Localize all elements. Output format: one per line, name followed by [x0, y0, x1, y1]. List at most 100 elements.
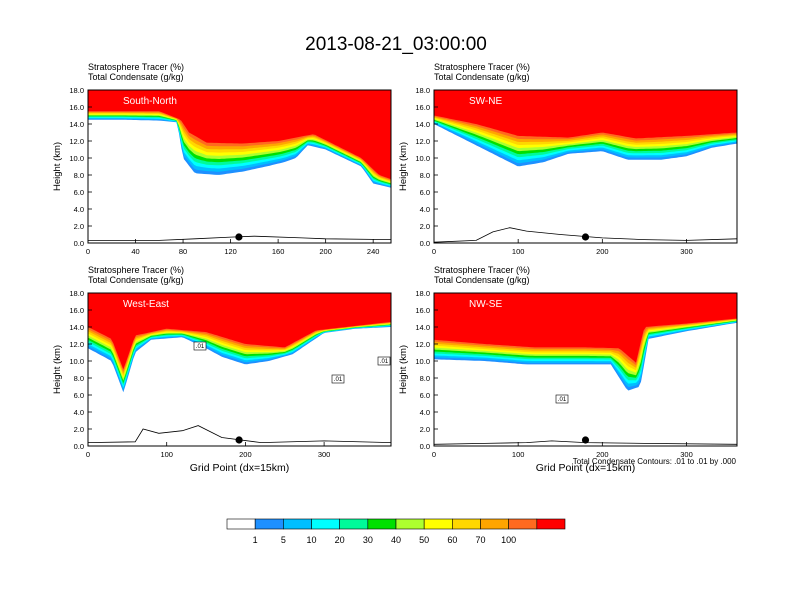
y-tick-label: 8.0: [74, 171, 84, 180]
colorbar-tick-label: 20: [335, 535, 345, 545]
colorbar-box: [283, 518, 312, 530]
x-tick-label: 80: [179, 247, 187, 256]
y-tick-label: 10.0: [415, 357, 430, 366]
y-tick-label: 18.0: [69, 86, 84, 95]
panel-label: SW-NE: [469, 96, 502, 107]
x-tick-label: 0: [432, 450, 436, 459]
location-marker: [581, 436, 590, 444]
x-tick-label: 300: [680, 450, 693, 459]
y-tick-label: 16.0: [415, 306, 430, 315]
field-layers: [88, 90, 391, 243]
colorbar-box: [423, 518, 453, 530]
y-axis-label: Height (km): [398, 142, 409, 191]
colorbar-tick-label: 50: [419, 535, 429, 545]
x-tick-label: 200: [239, 450, 252, 459]
left-title-2: Total Condensate (g/kg): [434, 72, 530, 82]
x-tick-label: 0: [86, 247, 90, 256]
x-tick-label: 300: [680, 247, 693, 256]
terrain-line: [434, 227, 737, 243]
y-tick-label: 18.0: [415, 86, 430, 95]
x-tick-label: 240: [367, 247, 380, 256]
colorbar-tick-label: 60: [447, 535, 457, 545]
y-tick-label: 18.0: [69, 289, 84, 298]
y-tick-label: 0.0: [420, 239, 430, 248]
y-tick-label: 10.0: [69, 357, 84, 366]
y-tick-label: 4.0: [420, 205, 430, 214]
colorbar-tick-label: 10: [306, 535, 316, 545]
field-layers: [434, 90, 737, 243]
y-tick-label: 18.0: [415, 289, 430, 298]
y-axis-label: Height (km): [398, 345, 409, 394]
contour-label: .01: [196, 344, 205, 350]
y-tick-label: 14.0: [69, 120, 84, 129]
field-layers: [434, 293, 737, 446]
band-level-11: [88, 90, 391, 180]
terrain-line: [434, 440, 737, 445]
left-title-2: Total Condensate (g/kg): [88, 275, 184, 285]
colorbar-tick-label: 100: [501, 535, 516, 545]
colorbar-box: [452, 518, 481, 530]
figure-title: 2013-08-21_03:00:00: [305, 34, 487, 55]
y-tick-label: 4.0: [74, 408, 84, 417]
left-title-1: Stratosphere Tracer (%): [434, 265, 530, 275]
x-tick-label: 100: [512, 450, 525, 459]
y-tick-label: 0.0: [420, 442, 430, 451]
x-tick-label: 200: [596, 450, 609, 459]
colorbar-box: [311, 518, 340, 530]
y-tick-label: 6.0: [74, 391, 84, 400]
panel-south-north: South-North Stratosphere Tracer (%)Total …: [52, 62, 392, 256]
y-tick-label: 2.0: [420, 425, 430, 434]
y-tick-label: 4.0: [74, 205, 84, 214]
x-tick-label: 100: [160, 450, 173, 459]
panel-sw-ne: SW-NE Stratosphere Tracer (%)Total Conden…: [398, 62, 738, 256]
left-title-2: Total Condensate (g/kg): [88, 72, 184, 82]
left-title-2: Total Condensate (g/kg): [434, 275, 530, 285]
plot-frame: [433, 89, 738, 244]
y-tick-label: 10.0: [415, 154, 430, 163]
location-marker: [581, 233, 590, 241]
x-tick-label: 0: [432, 247, 436, 256]
y-tick-label: 0.0: [74, 239, 84, 248]
panel-west-east: West-East Stratosphere Tracer (%)Total Co…: [52, 265, 392, 474]
left-title-1: Stratosphere Tracer (%): [434, 62, 530, 72]
colorbar-tick-label: 40: [391, 535, 401, 545]
y-axis-label: Height (km): [52, 142, 63, 191]
x-tick-label: 0: [86, 450, 90, 459]
location-marker: [235, 436, 243, 444]
colorbar-tick-label: 1: [253, 535, 258, 545]
contour-label-box: [555, 394, 569, 404]
contour-label: .01: [558, 397, 567, 403]
contour-label-box: [331, 374, 345, 384]
y-tick-label: 16.0: [415, 103, 430, 112]
colorbar-tick-label: 30: [363, 535, 373, 545]
x-tick-label: 40: [131, 247, 139, 256]
y-tick-label: 12.0: [69, 340, 84, 349]
plot-frame: [433, 292, 738, 447]
colorbar-box: [254, 518, 284, 530]
field-layers: [88, 293, 391, 446]
y-tick-label: 16.0: [69, 306, 84, 315]
contour-label-box: [193, 341, 207, 351]
x-tick-label: 120: [224, 247, 237, 256]
y-tick-label: 2.0: [420, 222, 430, 231]
left-title-1: Stratosphere Tracer (%): [88, 62, 184, 72]
x-tick-label: 100: [512, 247, 525, 256]
panel-label: West-East: [123, 299, 169, 310]
colorbar-box: [536, 518, 566, 530]
terrain-line: [88, 235, 391, 241]
x-tick-label: 200: [319, 247, 332, 256]
x-tick-label: 160: [272, 247, 285, 256]
band-level-11: [88, 293, 391, 370]
colorbar-tick-label: 70: [475, 535, 485, 545]
left-title-1: Stratosphere Tracer (%): [88, 265, 184, 275]
y-tick-label: 10.0: [69, 154, 84, 163]
location-marker: [235, 233, 243, 241]
colorbar-tick-label: 5: [281, 535, 286, 545]
y-tick-label: 2.0: [74, 222, 84, 231]
y-tick-label: 4.0: [420, 408, 430, 417]
band-level-11: [434, 90, 737, 139]
y-tick-label: 12.0: [415, 137, 430, 146]
colorbar: 1 5 10 20 30 40 50 60 70 100: [226, 518, 566, 545]
